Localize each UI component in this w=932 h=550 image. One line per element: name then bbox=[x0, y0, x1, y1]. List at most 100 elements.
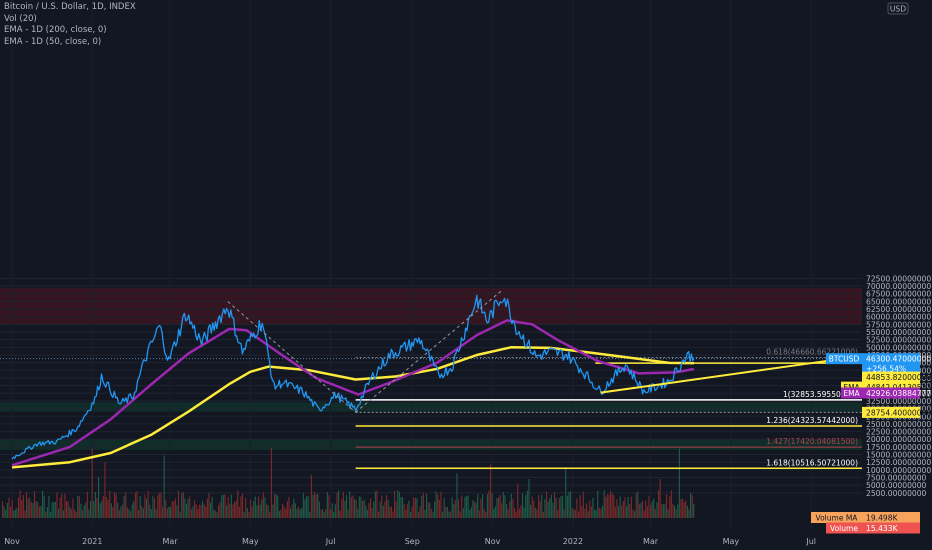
legend-ema50[interactable]: EMA - 1D (50, close, 0) bbox=[4, 36, 102, 47]
volume-bar bbox=[686, 505, 688, 518]
volume-bar bbox=[3, 506, 5, 518]
time-tick-label: Mar bbox=[162, 537, 178, 546]
grid-layer bbox=[0, 277, 862, 494]
volume-bar bbox=[450, 511, 452, 518]
volume-bar bbox=[91, 448, 93, 518]
price-tick-label: 20000.00000000 bbox=[866, 435, 931, 444]
volume-bar bbox=[629, 504, 631, 518]
volume-bar bbox=[664, 504, 666, 518]
volume-bar bbox=[310, 474, 312, 518]
volume-bar bbox=[189, 496, 191, 518]
volume-bar bbox=[30, 502, 32, 518]
series-ema200-line[interactable] bbox=[11, 346, 695, 469]
volume-bar bbox=[438, 499, 440, 518]
volume-bar bbox=[138, 510, 140, 518]
volume-bar bbox=[326, 492, 328, 518]
volume-bar bbox=[534, 507, 536, 518]
volume-bar bbox=[360, 496, 362, 518]
volume-bar bbox=[290, 508, 292, 518]
price-axis[interactable]: 2500.000000005000.000000007500.000000001… bbox=[862, 0, 932, 550]
legend-ema200[interactable]: EMA - 1D (200, close, 0) bbox=[4, 25, 107, 35]
volume-bar bbox=[400, 497, 402, 518]
volume-bar bbox=[83, 505, 85, 518]
legend-volume[interactable]: Vol (20) bbox=[4, 13, 37, 24]
trendline-2[interactable] bbox=[355, 289, 504, 413]
volume-bar bbox=[610, 490, 612, 518]
volume-bar bbox=[608, 495, 610, 518]
time-axis[interactable]: Nov 2021 Mar May Jul Sep Nov 2022 Mar May Jul bbox=[4, 537, 816, 546]
volume-bar bbox=[683, 502, 685, 518]
zone-support-2 bbox=[0, 439, 862, 450]
volume-bar bbox=[229, 503, 231, 518]
volume-bar bbox=[410, 511, 412, 518]
volume-bar bbox=[128, 509, 130, 518]
legend-title[interactable]: Bitcoin / U.S. Dollar, 1D, INDEX bbox=[4, 2, 136, 12]
volume-bar bbox=[571, 507, 573, 518]
volume-bar bbox=[333, 511, 335, 518]
volume-bar bbox=[67, 501, 69, 518]
volume-bar bbox=[597, 490, 599, 518]
volume-bar bbox=[402, 497, 404, 518]
series-ema50-line[interactable] bbox=[11, 319, 695, 467]
volume-bar bbox=[498, 497, 500, 518]
volume-bar bbox=[547, 501, 549, 518]
volume-bar bbox=[386, 495, 388, 518]
volume-bar bbox=[606, 494, 608, 518]
volume-bar bbox=[435, 491, 437, 518]
price-tick-label: 50000.00000000 bbox=[866, 343, 931, 352]
price-tick-label: 22500.00000000 bbox=[866, 428, 931, 437]
volume-bar bbox=[158, 492, 160, 518]
volume-bar bbox=[670, 490, 672, 518]
volume-bar bbox=[454, 500, 456, 518]
volume-bar bbox=[530, 504, 532, 518]
volume-bar bbox=[477, 494, 479, 518]
volume-bar bbox=[274, 494, 276, 518]
volume-bar bbox=[101, 500, 103, 518]
volume-bar bbox=[235, 500, 237, 518]
volume-bar bbox=[611, 493, 613, 518]
volume-bar bbox=[600, 508, 602, 518]
volume-bar bbox=[566, 495, 568, 518]
trendline-0[interactable] bbox=[600, 356, 853, 394]
volume-bar bbox=[408, 500, 410, 518]
volume-bar bbox=[424, 509, 426, 518]
volume-bar bbox=[554, 492, 556, 518]
price-tick-label: 67500.00000000 bbox=[866, 290, 931, 299]
volume-bar bbox=[637, 491, 639, 518]
volume-bar bbox=[632, 509, 634, 518]
volume-bar bbox=[176, 505, 178, 518]
volume-bar bbox=[77, 495, 79, 518]
volume-bar bbox=[507, 509, 509, 518]
volume-bar bbox=[298, 506, 300, 518]
volume-bar bbox=[589, 500, 591, 518]
volume-bar bbox=[448, 511, 450, 518]
volume-bar bbox=[275, 494, 277, 518]
volume-bar bbox=[259, 504, 261, 518]
volume-bar bbox=[394, 490, 396, 518]
volume-bar bbox=[277, 495, 279, 518]
volume-bar bbox=[542, 511, 544, 518]
price-tick-label: 17500.00000000 bbox=[866, 443, 931, 452]
volume-bar bbox=[50, 511, 52, 518]
volume-bar bbox=[363, 499, 365, 518]
currency-badge[interactable] bbox=[887, 2, 909, 15]
volume-bar bbox=[518, 508, 520, 518]
volume-bar bbox=[214, 510, 216, 518]
volume-bar bbox=[614, 507, 616, 518]
volume-bar bbox=[413, 497, 415, 518]
volume-bar bbox=[154, 498, 156, 518]
volume-bar bbox=[584, 508, 586, 518]
price-tick-label: 70000.00000000 bbox=[866, 282, 931, 291]
volume-bar bbox=[205, 506, 207, 518]
trendline-1[interactable] bbox=[227, 301, 356, 413]
volume-bar bbox=[136, 491, 138, 518]
volume-bar bbox=[613, 494, 615, 518]
series-layer bbox=[11, 294, 695, 469]
volume-bar bbox=[99, 503, 101, 518]
series-price-line[interactable] bbox=[11, 294, 695, 460]
volume-bar bbox=[373, 501, 375, 518]
volume-bar bbox=[85, 502, 87, 518]
price-tick-label: 10000.00000000 bbox=[866, 466, 931, 475]
volume-bar bbox=[536, 509, 538, 518]
